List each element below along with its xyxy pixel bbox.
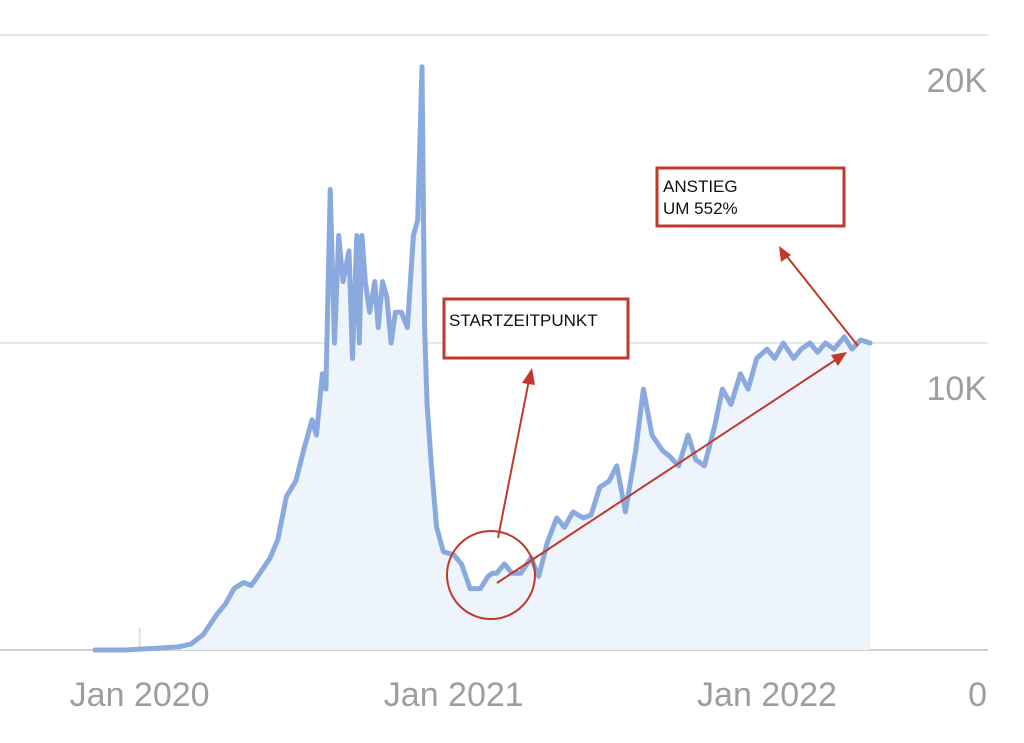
- start-label-box: [442, 297, 630, 360]
- series-area: [95, 66, 870, 650]
- start-label: STARTZEITPUNKT: [449, 311, 598, 330]
- rise-label: ANSTIEG UM 552%: [663, 177, 738, 218]
- x-axis-labels: Jan 2020 Jan 2021 Jan 2022: [70, 676, 837, 714]
- rise-label-arrowhead: [779, 246, 791, 262]
- rise-arrowhead: [831, 352, 847, 366]
- y-tick-label: 10K: [927, 370, 988, 408]
- rise-label-arrow: [784, 253, 859, 347]
- start-arrow: [497, 379, 530, 539]
- x-tick-label: Jan 2021: [384, 676, 524, 714]
- annotations: [442, 166, 859, 620]
- x-tick-label: Jan 2020: [70, 676, 210, 714]
- x-tick-label: Jan 2022: [697, 676, 837, 714]
- y-tick-label: 20K: [927, 62, 988, 100]
- rise-arrow: [496, 356, 841, 584]
- rise-label-box: [655, 166, 846, 228]
- y-tick-label: 0: [968, 676, 987, 714]
- start-marker-circle: [446, 530, 536, 620]
- series-line: [92, 64, 873, 653]
- y-axis-labels: 0 10K 20K: [927, 62, 988, 714]
- start-arrowhead: [522, 368, 535, 385]
